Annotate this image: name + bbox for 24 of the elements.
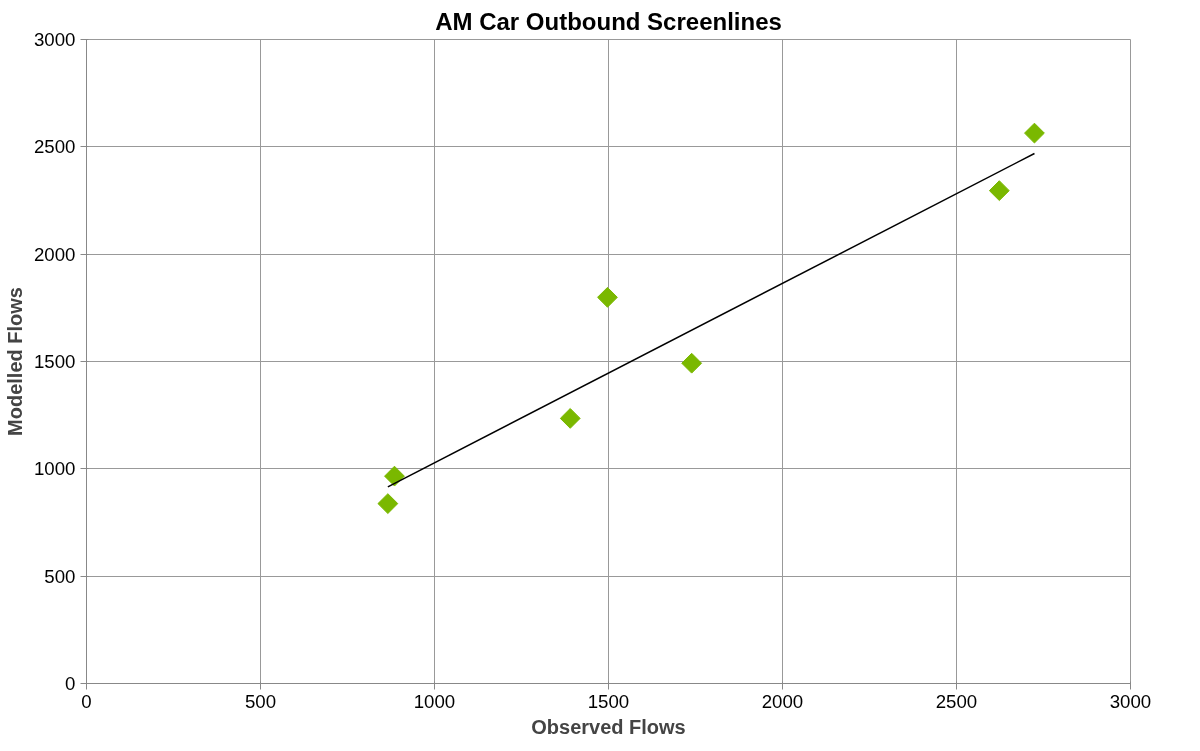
y-tick-label: 0: [65, 673, 76, 694]
point: [597, 286, 618, 308]
y-tick-label: 500: [44, 565, 76, 587]
y-tick-label: 2500: [34, 136, 76, 158]
point: [384, 465, 405, 487]
point: [1024, 122, 1045, 144]
x-tick-label: 500: [244, 690, 277, 712]
y-axis-title: Modelled Flows: [4, 287, 26, 436]
x-tick-label: 3000: [1109, 690, 1152, 712]
y-tick-label: 2000: [34, 243, 76, 265]
x-axis-title: Observed Flows: [531, 715, 686, 738]
x-tick-label: 2000: [761, 690, 804, 712]
y-tick-label: 1500: [34, 351, 76, 372]
point: [681, 352, 703, 374]
point: [988, 180, 1010, 202]
y-tick-label: 1000: [34, 458, 76, 480]
x-tick-label: 1000: [413, 690, 456, 712]
chart-title: AM Car Outbound Screenlines: [435, 7, 782, 35]
x-tick-label: 0: [81, 690, 92, 712]
y-tick-label: 3000: [34, 29, 76, 50]
x-tick-label: 2500: [935, 690, 978, 712]
point: [559, 407, 581, 429]
point: [377, 493, 399, 515]
x-tick-label: 1500: [587, 690, 630, 712]
